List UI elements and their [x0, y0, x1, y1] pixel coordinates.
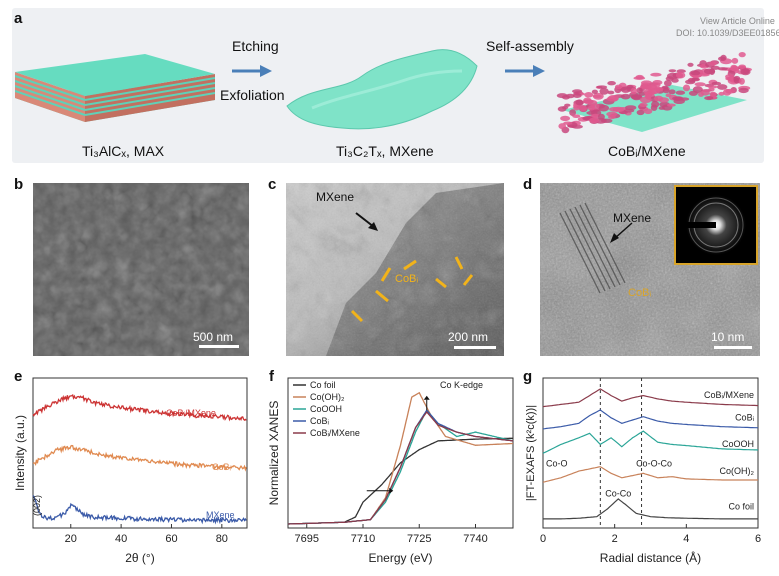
- panel-label-e: e: [14, 368, 23, 385]
- step-self-assembly: Self-assembly: [486, 38, 574, 54]
- hrtem-lattice-fringes: [559, 202, 626, 294]
- panel-label-g: g: [523, 368, 533, 385]
- exafs-legend-4: Co foil: [728, 501, 754, 511]
- xanes-ylabel: Normalized XANES: [267, 401, 281, 506]
- xanes-chart: 7695 7710 7725 7740 Energy (eV) Normalized XA…: [267, 377, 514, 565]
- xrd-xtick-label: 60: [165, 533, 177, 545]
- hrtem-cob-label: CoBᵢ: [628, 287, 652, 299]
- hrtem-scale-label: 10 nm: [711, 330, 745, 344]
- caption-max: Ti₃AlCₓ, MAX: [82, 143, 165, 159]
- exafs-series-4: [543, 498, 758, 520]
- xrd-legend-0: CoBᵢ/MXene: [166, 408, 216, 418]
- exafs-series-3: [542, 466, 758, 483]
- mxene-sheet: [286, 49, 478, 130]
- arrow-self-assembly: [505, 65, 545, 77]
- xanes-legend-label-0: Co foil: [310, 380, 336, 390]
- xrd-series-0: [32, 394, 247, 422]
- tem-image: [286, 183, 504, 356]
- xrd-series-1: [32, 444, 247, 472]
- exafs-ann-co-o-co: Co-O-Co: [636, 459, 672, 469]
- panel-label-a: a: [14, 10, 23, 27]
- xanes-legend-label-3: CoBᵢ: [310, 416, 329, 426]
- tem-mxene-label: MXene: [316, 190, 355, 204]
- panel-label-f: f: [269, 368, 274, 385]
- exafs-ann-co-co: Co-Co: [605, 489, 631, 499]
- max-slab-layers: [15, 54, 215, 122]
- xanes-legend-label-1: Co(OH)₂: [310, 392, 345, 402]
- exafs-legend-1: CoBᵢ: [735, 412, 754, 422]
- sem-image: [33, 183, 249, 356]
- xanes-series-4: [288, 410, 514, 525]
- exafs-ylabel: |FT-EXAFS (k²c(k))|: [525, 405, 537, 501]
- xrd-xtick-label: 80: [216, 533, 228, 545]
- exafs-series-2: [542, 430, 759, 454]
- hrtem-image: [540, 183, 760, 356]
- exafs-legend-2: CoOOH: [722, 439, 754, 449]
- cob-mxene-sheet: [556, 52, 752, 134]
- tem-scale-label: 200 nm: [448, 330, 489, 344]
- xanes-shift-arrowhead: [389, 487, 394, 494]
- xrd-legend-1: CoBᵢ: [212, 462, 231, 472]
- panel-label-c: c: [268, 176, 277, 193]
- watermark-line1: View Article Online: [700, 16, 775, 26]
- xanes-legend-label-4: CoBᵢ/MXene: [310, 428, 360, 438]
- xrd-frame: [32, 377, 248, 529]
- xanes-xtick-label: 7725: [407, 533, 431, 545]
- exafs-legend-0: CoBᵢ/MXene: [704, 390, 754, 400]
- exafs-ann-co-o: Co-O: [546, 459, 568, 469]
- caption-mxene: Ti₃C₂Tₓ, MXene: [336, 143, 434, 159]
- xrd-002-label: (002): [32, 495, 42, 516]
- exafs-series-0: [542, 388, 759, 408]
- caption-cob-mxene: CoBᵢ/MXene: [608, 143, 686, 159]
- xrd-ylabel: Intensity (a.u.): [13, 415, 27, 491]
- exafs-frame: [542, 377, 759, 529]
- xanes-frame: [287, 377, 514, 529]
- exafs-xtick-label: 0: [540, 533, 546, 545]
- exafs-xlabel: Radial distance (Å): [600, 550, 701, 565]
- xrd-chart: 20 40 60 80 2θ (°) Intensity (a.u.) CoBᵢ/MXene…: [13, 377, 248, 565]
- sem-scale-label: 500 nm: [193, 330, 234, 344]
- hrtem-mxene-label: MXene: [613, 211, 652, 225]
- exafs-xtick-label: 2: [612, 533, 618, 545]
- xanes-title: Co K-edge: [440, 380, 483, 390]
- xanes-xtick-label: 7710: [351, 533, 375, 545]
- sem-scale-bar: [199, 345, 239, 348]
- tem-scale-bar: [454, 346, 496, 349]
- hrtem-scale-bar: [714, 346, 752, 349]
- tem-cob-label: CoBᵢ: [395, 273, 419, 285]
- panel-label-b: b: [14, 176, 24, 193]
- panel-label-d: d: [523, 176, 533, 193]
- saed-inset: [674, 185, 758, 265]
- xanes-peak-arrowhead: [423, 395, 430, 400]
- step-etching: Etching: [232, 38, 279, 54]
- xanes-xtick-label: 7740: [463, 533, 487, 545]
- exafs-xtick-label: 4: [683, 533, 689, 545]
- xanes-series-0: [288, 437, 513, 525]
- max-layered-slab: [15, 54, 215, 122]
- tem-cob-arrows: [350, 256, 474, 323]
- xrd-xlabel: 2θ (°): [125, 551, 154, 565]
- xanes-legend-label-2: CoOOH: [310, 404, 342, 414]
- step-exfoliation: Exfoliation: [220, 87, 285, 103]
- xrd-xtick-label: 40: [115, 533, 127, 545]
- arrow-etching: [232, 65, 272, 77]
- xrd-legend-2: MXene: [206, 510, 235, 520]
- xanes-xtick-label: 7695: [295, 533, 319, 545]
- xanes-xlabel: Energy (eV): [368, 551, 432, 565]
- exafs-xtick-label: 6: [755, 533, 761, 545]
- xrd-series-2: [32, 495, 247, 525]
- exafs-legend-3: Co(OH)₂: [720, 466, 755, 476]
- xrd-xtick-label: 20: [65, 533, 77, 545]
- cob-nanosheets: [556, 52, 752, 134]
- exafs-series-1: [542, 409, 759, 430]
- exafs-chart: 0 2 4 6 Radial distance (Å) |FT-EXAFS (k²c(k)…: [525, 377, 761, 565]
- watermark-line2: DOI: 10.1039/D3EE01856C: [676, 28, 779, 38]
